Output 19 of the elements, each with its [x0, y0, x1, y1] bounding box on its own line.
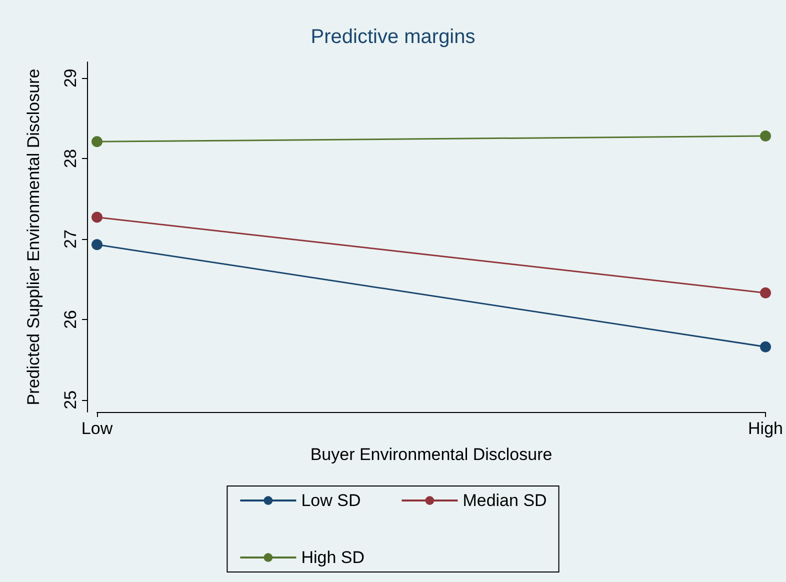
y-tick-label: 27: [61, 230, 80, 248]
y-tick-label: 26: [61, 310, 80, 329]
x-tick-label: Low: [81, 419, 114, 438]
y-tick-label: 29: [61, 68, 80, 88]
point: [92, 212, 102, 223]
x-axis-title: Buyer Environmental Disclosure: [310, 445, 552, 464]
legend-label: High SD: [301, 548, 364, 567]
y-tick-label: 25: [61, 390, 80, 410]
point: [760, 341, 772, 352]
chart-title: Predictive margins: [310, 26, 476, 48]
point: [92, 136, 102, 148]
point: [92, 239, 102, 250]
point: [760, 130, 772, 142]
y-tick-label: 28: [61, 149, 80, 168]
legend-label: Median SD: [462, 491, 547, 510]
legend-label: Low SD: [301, 491, 361, 510]
y-axis-title: Predicted Supplier Environmental Disclosure: [24, 68, 43, 406]
point: [760, 287, 772, 298]
x-tick-label: High: [748, 419, 784, 438]
